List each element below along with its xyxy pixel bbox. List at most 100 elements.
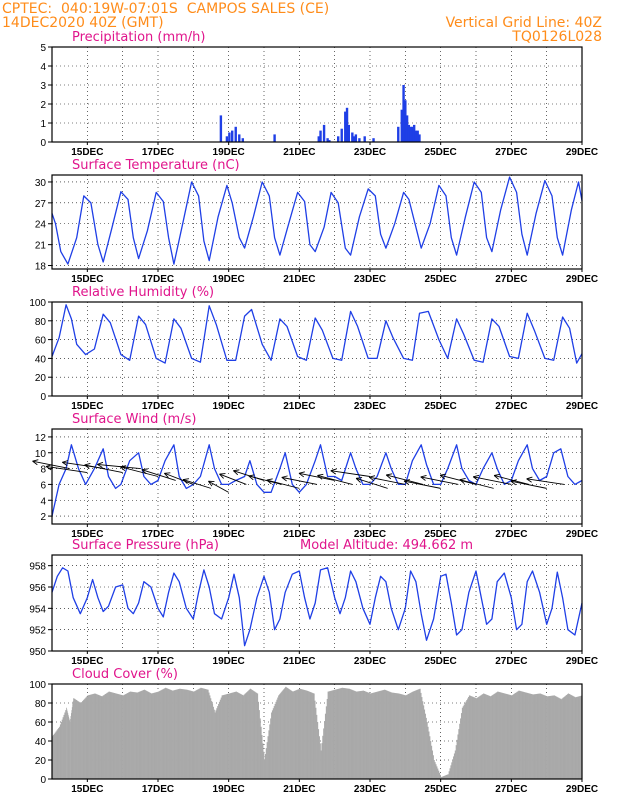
cloud-bar (133, 692, 135, 779)
cloud-bar (490, 696, 492, 779)
cloud-bar (268, 730, 270, 779)
cloud-bar (564, 696, 566, 779)
wind-ytick-label: 10 (35, 449, 47, 460)
cloud-bar (450, 765, 452, 779)
cloud-bar (84, 698, 86, 779)
cloud-bar (493, 693, 495, 779)
cloud-bar (559, 698, 561, 779)
cloud-bar (227, 693, 229, 779)
cloud-bar (464, 703, 466, 779)
cloud-bar (200, 687, 202, 779)
cloud-bar (421, 697, 423, 779)
cloud-bar (573, 696, 575, 779)
cloud-bar (186, 689, 188, 779)
wind-vector-head (510, 480, 517, 486)
cloud-bar (473, 697, 475, 779)
cloud-bar (75, 700, 78, 779)
cloud-bar (451, 762, 453, 779)
wind-vector-head (97, 464, 103, 468)
cloud-bar (275, 701, 277, 779)
cloud-bar (511, 695, 513, 779)
cloud-bar (263, 751, 265, 779)
cloud-bar (70, 716, 72, 779)
cloud-bar (559, 698, 562, 779)
cloud-bar (222, 695, 224, 779)
cloud-bar (377, 691, 380, 779)
cloud-bar (95, 693, 97, 779)
cloud-bar (400, 694, 403, 779)
cloud-bar (312, 693, 314, 779)
precip-bar (337, 136, 340, 142)
precip-bar (414, 130, 418, 142)
cloud-bar (340, 688, 343, 779)
cloud-bar (211, 701, 213, 779)
pressure-date-label: 17DEC (142, 656, 174, 667)
cloud-bar (484, 694, 487, 779)
wind-vector-head (526, 476, 533, 480)
wind-vector (97, 463, 141, 470)
precip-bar (409, 126, 412, 142)
precipitation-ytick-label: 1 (40, 119, 46, 130)
cloud-bar (522, 691, 524, 779)
cloud-bar (204, 688, 206, 779)
model-altitude-label: Model Altitude: 494.662 m (300, 538, 473, 553)
cloud-bar (52, 735, 55, 779)
cloud-bar (399, 693, 401, 779)
cloud-bar (513, 694, 515, 779)
precip-bar (418, 134, 421, 142)
cloud-bar (62, 717, 64, 779)
cloud-bar (159, 690, 161, 779)
cloud-bar (180, 688, 183, 779)
cloud-bar (355, 691, 358, 779)
cloud_cover-date-label: 25DEC (425, 784, 457, 795)
cloud-bar (341, 687, 343, 779)
cloud-bar (415, 690, 418, 779)
cloud-bar (463, 704, 465, 779)
cloud-bar (150, 693, 152, 779)
cloud-bar (208, 692, 210, 779)
cloud-bar (349, 689, 351, 779)
cloud-bar (381, 690, 383, 779)
cloud-bar (348, 688, 350, 779)
temperature-ytick-label: 27 (35, 199, 47, 210)
cloud-bar (321, 743, 323, 779)
cloud-bar (260, 726, 262, 779)
cloud-bar (286, 687, 288, 779)
cloud-bar (284, 687, 286, 779)
cloud-bar (508, 694, 510, 779)
cloud-bar (239, 693, 241, 779)
precipitation-date-label: 17DEC (142, 147, 174, 158)
wind-vector (120, 466, 159, 477)
precip-bar (340, 128, 343, 142)
cloud-bar (536, 693, 539, 779)
cloud-bar (505, 693, 507, 779)
cloud-bar (89, 694, 92, 779)
cloud-bar (495, 692, 497, 779)
cloud-bar (171, 690, 173, 779)
wind-vector (141, 469, 176, 481)
cloud-bar (238, 693, 240, 779)
cloud-bar (513, 693, 516, 779)
cloud-bar (256, 692, 258, 779)
cloud-bar (467, 698, 469, 779)
cloud-bar (334, 689, 336, 779)
cloud-bar (210, 698, 212, 779)
cloud-bar (237, 692, 239, 779)
cloud-bar (165, 688, 168, 779)
cloud-bar (71, 707, 73, 779)
cloud-bar (361, 690, 363, 779)
cloud-bar (350, 689, 352, 779)
cloud-bar (532, 694, 534, 779)
cloud-bar (187, 689, 189, 779)
cloud-bar (313, 693, 315, 779)
cloud-bar (89, 694, 91, 779)
cloud-bar (392, 692, 395, 779)
cloud-bar (266, 742, 268, 779)
cloud-bar (97, 694, 99, 779)
wind-vector-head (385, 474, 392, 480)
cloud-bar (83, 699, 85, 779)
cloud-bar (569, 694, 571, 779)
header-datetime: 14DEC2020 40Z (GMT) (2, 15, 164, 31)
cloud-bar (382, 690, 384, 779)
precip-bar (317, 136, 320, 142)
